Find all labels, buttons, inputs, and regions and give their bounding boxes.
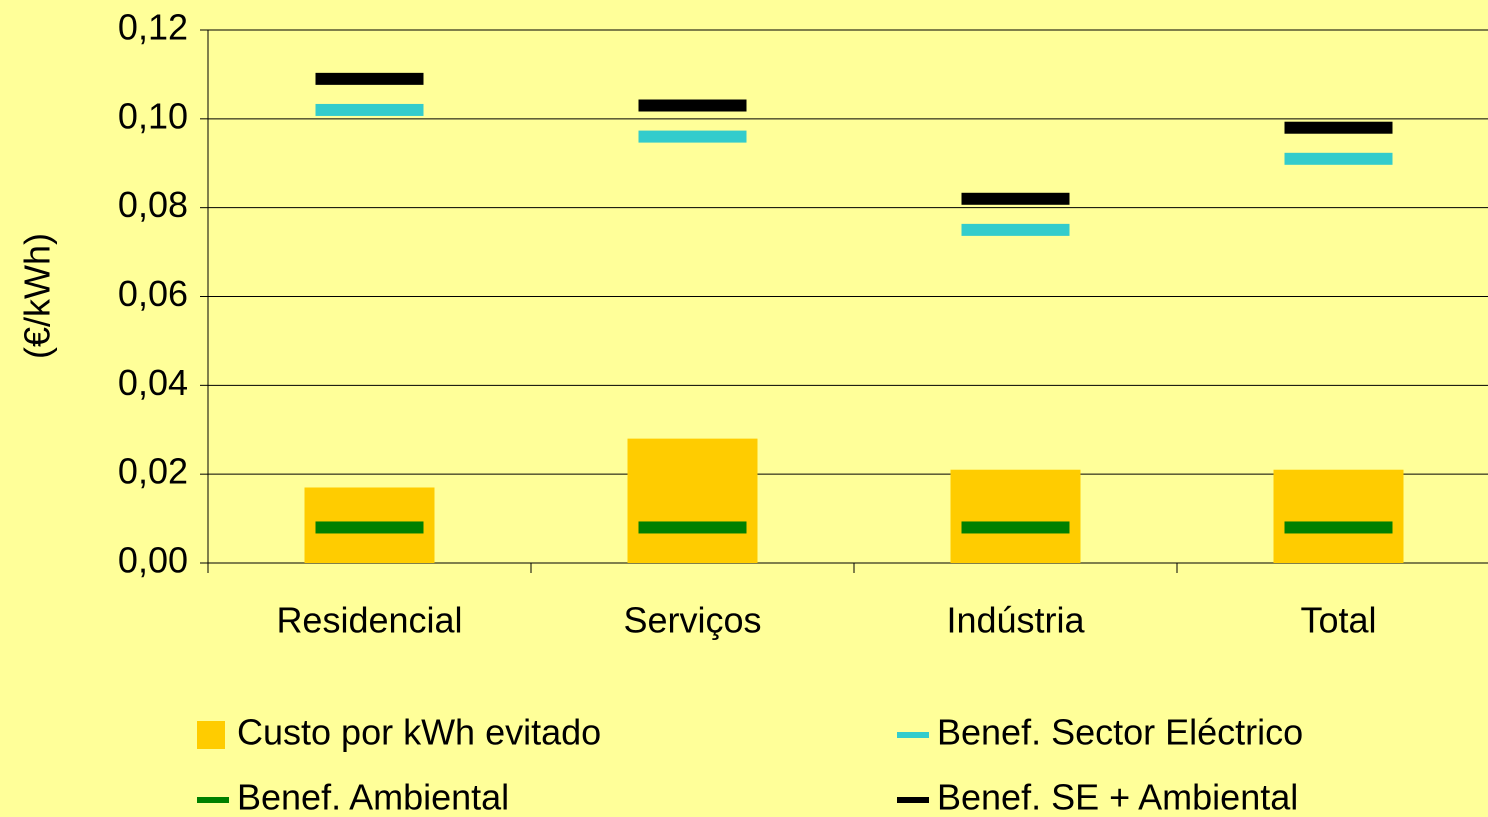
marker <box>961 223 1070 236</box>
legend-label: Benef. SE + Ambiental <box>937 777 1298 817</box>
y-tick-label: 0,02 <box>118 451 188 492</box>
bar <box>627 438 758 563</box>
legend-label: Benef. Sector Eléctrico <box>937 712 1303 753</box>
y-tick-label: 0,04 <box>118 362 188 403</box>
marker <box>315 521 424 534</box>
y-tick-label: 0,00 <box>118 540 188 581</box>
marker <box>638 130 747 143</box>
legend-label: Benef. Ambiental <box>237 777 509 817</box>
legend-swatch <box>897 797 929 803</box>
legend-swatch <box>897 732 929 738</box>
marker <box>961 192 1070 205</box>
x-tick-label: Total <box>1300 600 1376 641</box>
legend-swatch <box>197 721 225 749</box>
bar <box>950 469 1081 563</box>
marker <box>315 72 424 85</box>
y-tick-label: 0,12 <box>118 7 188 48</box>
y-tick-label: 0,08 <box>118 184 188 225</box>
marker <box>1284 152 1393 165</box>
y-axis-label: (€/kWh) <box>17 233 58 359</box>
x-tick-label: Serviços <box>623 600 761 641</box>
marker <box>638 521 747 534</box>
marker <box>638 99 747 112</box>
marker <box>961 521 1070 534</box>
x-tick-label: Indústria <box>946 600 1085 641</box>
y-tick-label: 0,10 <box>118 95 188 136</box>
marker <box>315 103 424 116</box>
marker <box>1284 121 1393 134</box>
marker <box>1284 521 1393 534</box>
legend-swatch <box>197 797 229 803</box>
x-tick-label: Residencial <box>276 600 462 641</box>
y-tick-label: 0,06 <box>118 273 188 314</box>
legend-label: Custo por kWh evitado <box>237 712 601 753</box>
bar <box>1273 469 1404 563</box>
